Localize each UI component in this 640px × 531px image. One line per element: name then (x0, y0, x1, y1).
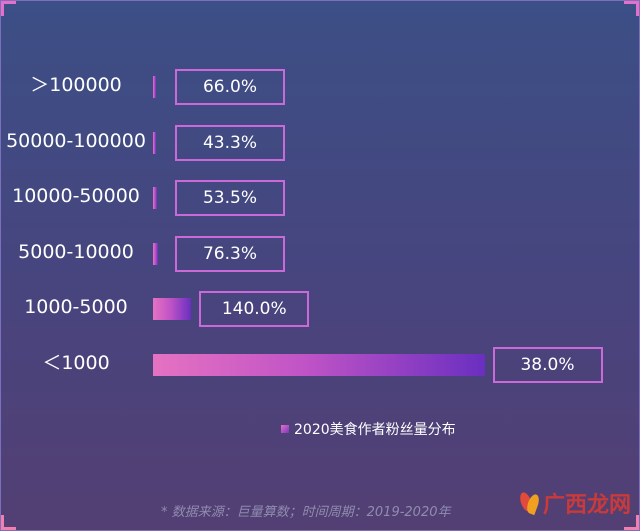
watermark-text: 广西龙网 (543, 493, 632, 518)
bar (153, 242, 159, 265)
bar (153, 298, 192, 320)
value-label: 140.0% (199, 291, 310, 327)
category-label: 10000-50000 (12, 185, 140, 207)
corner-accent (1, 515, 16, 530)
legend-swatch (281, 425, 289, 433)
category-label: ＞100000 (30, 74, 122, 96)
category-label: 50000-100000 (6, 129, 146, 152)
bar (153, 131, 156, 154)
value-label: 43.3% (175, 124, 285, 161)
corner-accent (1, 1, 16, 16)
value-label: 38.0% (492, 346, 603, 383)
watermark: 广西龙网 (521, 487, 631, 519)
category-label: ＜1000 (42, 351, 110, 374)
corner-accent (624, 1, 639, 16)
bar (153, 187, 158, 209)
value-label: 66.0% (175, 69, 285, 105)
bar (153, 353, 485, 376)
bar (153, 76, 156, 98)
legend: 2020美食作者粉丝量分布 (281, 419, 456, 439)
category-label: 5000-10000 (18, 240, 134, 263)
legend-label: 2020美食作者粉丝量分布 (294, 422, 456, 438)
watermark-logo-icon (521, 492, 539, 514)
category-label: 1000-5000 (24, 296, 128, 318)
corner-accent (624, 515, 639, 530)
value-label: 53.5% (175, 180, 285, 216)
source-note: * 数据来源：巨量算数；时间周期：2019-2020年 (161, 505, 451, 520)
value-label: 76.3% (175, 235, 285, 272)
